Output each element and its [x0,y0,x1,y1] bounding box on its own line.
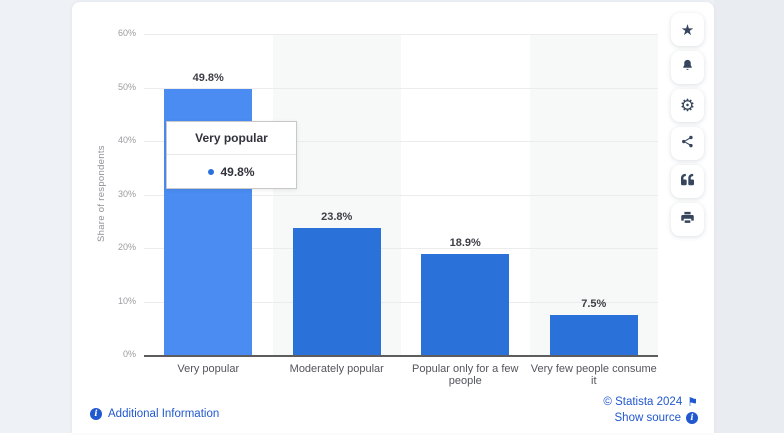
print-button[interactable] [671,203,704,236]
cite-button[interactable] [671,165,704,198]
share-button[interactable] [671,127,704,160]
copyright-label: © Statista 2024 [603,396,683,408]
bar-value-label: 7.5% [581,297,607,310]
series-dot-icon [208,168,215,175]
info-icon: i [686,412,698,424]
settings-button[interactable]: ⚙ [671,89,704,122]
chart-toolbar: ★ ⚙ [671,13,704,236]
gridline [144,34,658,35]
show-source-label[interactable]: Show source [614,412,681,424]
y-tick-label: 10% [117,295,136,306]
bar-value-label: 23.8% [321,210,353,223]
chart-tooltip: Very popular 49.8% [166,121,297,189]
x-category-label: Very few people consume it [530,363,657,387]
x-category-label: Popular only for a few people [412,363,519,387]
statista-chart-card: Share of respondents Very popular 49.8% … [72,2,714,433]
gridline [144,141,658,142]
star-icon: ★ [680,21,695,39]
page-background-right [714,0,784,441]
gridline [144,194,658,196]
additional-information-label[interactable]: Additional Information [108,408,220,420]
x-category-label: Moderately popular [289,363,384,375]
quote-icon [681,173,694,190]
printer-icon [680,210,695,229]
x-axis-line [144,355,658,357]
bar[interactable] [549,314,638,355]
copyright-line: © Statista 2024 ⚑ [603,396,698,408]
additional-information-link[interactable]: i Additional Information [90,408,219,420]
bar[interactable] [292,227,381,355]
favorite-button[interactable]: ★ [671,13,704,46]
flag-icon: ⚑ [687,395,698,409]
footer-right: © Statista 2024 ⚑ Show source i [603,396,698,424]
tooltip-value: 49.8% [220,164,255,179]
tooltip-title: Very popular [167,122,296,155]
gear-icon: ⚙ [679,95,696,115]
tooltip-value-row: 49.8% [167,155,296,188]
bar-value-label: 18.9% [449,236,481,249]
gridline [144,87,658,89]
bar-value-label: 49.8% [192,71,224,84]
notifications-button[interactable] [671,51,704,84]
gridline [144,301,658,303]
y-tick-label: 40% [117,135,136,145]
y-tick-label: 20% [117,242,136,252]
show-source-link[interactable]: Show source i [615,412,698,424]
gridline [144,248,658,249]
share-icon [680,134,695,153]
y-tick-label: 0% [122,349,136,359]
bell-icon [680,58,695,77]
bar[interactable] [421,253,510,355]
y-tick-label: 30% [117,188,136,199]
y-tick-label: 60% [117,28,136,38]
next-section-edge [0,433,784,441]
x-category-label: Very popular [177,363,240,375]
y-tick-label: 50% [117,81,136,92]
info-icon: i [90,408,102,420]
